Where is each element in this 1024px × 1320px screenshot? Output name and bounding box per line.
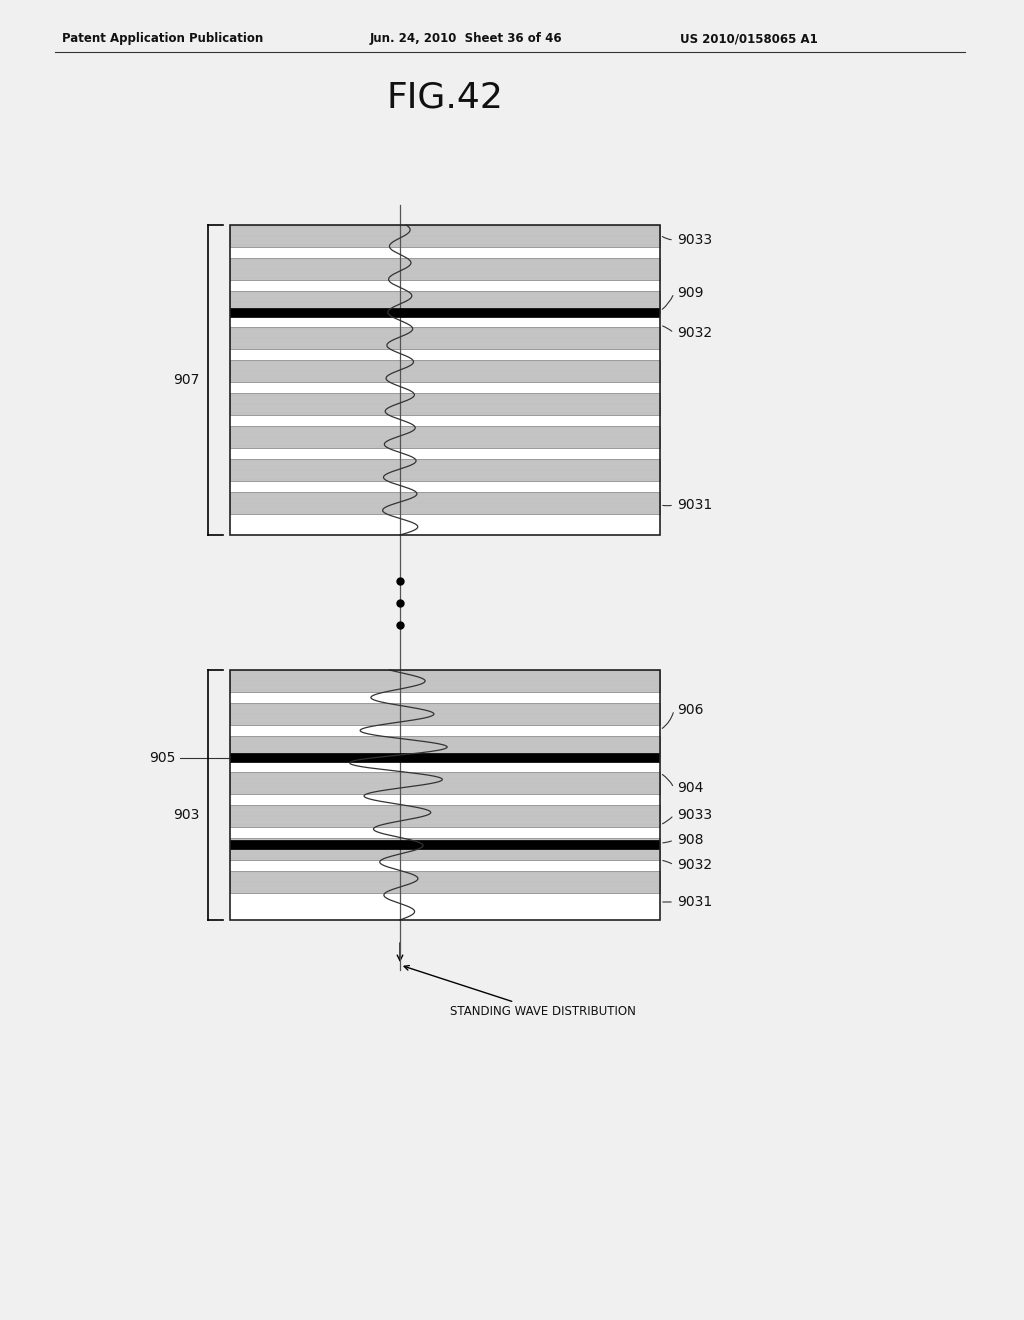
Text: FIG.42: FIG.42 <box>387 81 504 114</box>
Bar <box>230 704 660 725</box>
Text: 9031: 9031 <box>677 895 713 909</box>
Text: 904: 904 <box>677 781 703 795</box>
Text: 9031: 9031 <box>677 498 713 512</box>
Bar <box>230 327 660 348</box>
Bar <box>230 224 660 247</box>
Text: 903: 903 <box>174 808 200 822</box>
Bar <box>230 737 660 758</box>
Text: 9032: 9032 <box>677 326 712 341</box>
Bar <box>230 224 660 535</box>
Bar <box>230 671 660 692</box>
Bar <box>230 257 660 280</box>
Text: 909: 909 <box>677 286 703 300</box>
Text: Patent Application Publication: Patent Application Publication <box>62 32 263 45</box>
Bar <box>230 459 660 480</box>
Bar <box>230 772 660 795</box>
Bar <box>230 360 660 381</box>
Bar <box>230 290 660 313</box>
Bar <box>230 871 660 894</box>
Text: 908: 908 <box>677 833 703 847</box>
Bar <box>230 838 660 861</box>
Text: STANDING WAVE DISTRIBUTION: STANDING WAVE DISTRIBUTION <box>404 965 636 1018</box>
Bar <box>230 426 660 447</box>
Text: 906: 906 <box>677 704 703 717</box>
Text: 9033: 9033 <box>677 808 712 822</box>
Bar <box>230 393 660 414</box>
Text: 907: 907 <box>174 374 200 387</box>
Bar <box>230 671 660 920</box>
Bar <box>230 805 660 828</box>
Bar <box>230 224 660 535</box>
Bar <box>230 671 660 920</box>
Text: US 2010/0158065 A1: US 2010/0158065 A1 <box>680 32 818 45</box>
Bar <box>230 492 660 513</box>
Text: 9033: 9033 <box>677 234 712 247</box>
Text: 9032: 9032 <box>677 858 712 873</box>
Text: 905: 905 <box>148 751 175 766</box>
Text: Jun. 24, 2010  Sheet 36 of 46: Jun. 24, 2010 Sheet 36 of 46 <box>370 32 562 45</box>
